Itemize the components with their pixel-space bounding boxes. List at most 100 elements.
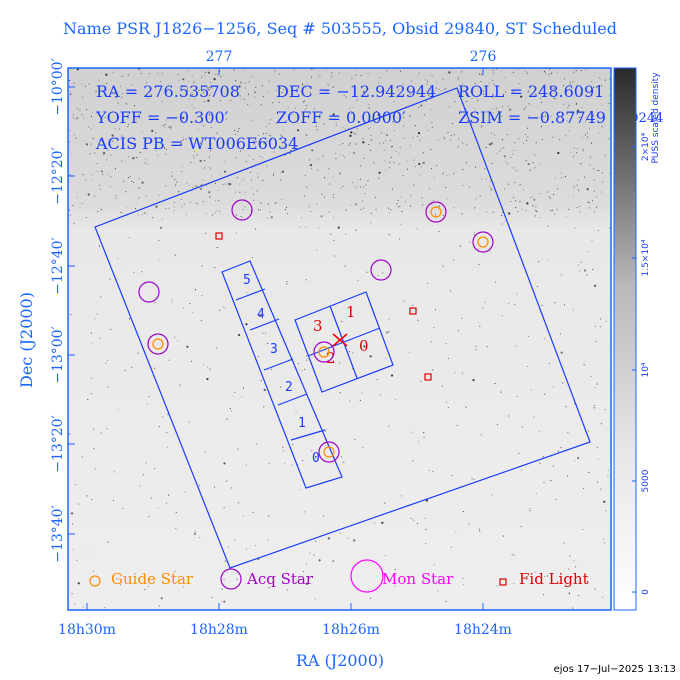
background-star — [479, 530, 481, 532]
background-star — [576, 184, 578, 186]
background-star — [119, 128, 121, 130]
background-star — [390, 209, 392, 211]
background-star — [473, 234, 475, 236]
background-star — [409, 205, 412, 207]
background-star — [85, 179, 87, 181]
background-star — [373, 162, 375, 164]
background-star — [101, 118, 103, 120]
background-star — [258, 314, 261, 317]
background-star — [318, 559, 321, 562]
background-star — [260, 380, 262, 382]
background-star — [414, 125, 416, 127]
background-star — [463, 583, 465, 586]
roll-value: ROLL = 248.6091 — [458, 82, 604, 101]
background-star — [532, 161, 534, 164]
background-star — [175, 511, 177, 513]
background-star — [411, 431, 414, 433]
background-star — [251, 256, 253, 258]
background-star — [332, 176, 334, 178]
background-star — [223, 170, 227, 173]
background-star — [181, 206, 183, 208]
background-star — [575, 566, 577, 568]
background-star — [280, 386, 282, 388]
background-star — [370, 134, 372, 136]
background-star — [554, 177, 556, 179]
background-star — [228, 143, 230, 145]
background-star — [575, 70, 577, 72]
background-star — [303, 195, 305, 197]
background-star — [246, 292, 248, 294]
background-star — [168, 359, 170, 361]
background-star — [273, 146, 275, 148]
background-star — [82, 174, 84, 176]
background-star — [146, 97, 148, 100]
background-star — [244, 82, 246, 84]
background-star — [317, 169, 319, 171]
background-star — [475, 345, 477, 347]
background-star — [129, 175, 131, 178]
background-star — [256, 443, 258, 445]
background-star — [281, 142, 283, 144]
background-star — [128, 318, 131, 320]
background-star — [391, 145, 393, 147]
background-star — [495, 95, 497, 97]
background-star — [306, 359, 308, 361]
background-star — [115, 195, 117, 197]
background-star — [544, 393, 546, 395]
background-star — [335, 124, 337, 126]
background-star — [389, 167, 391, 169]
background-star — [541, 304, 543, 307]
background-star — [441, 90, 443, 92]
background-star — [265, 126, 267, 128]
background-star — [403, 300, 405, 302]
background-star — [412, 137, 414, 139]
background-star — [601, 104, 603, 106]
background-star — [330, 76, 332, 78]
background-star — [199, 536, 201, 539]
background-star — [182, 78, 185, 81]
background-star — [560, 351, 563, 354]
background-star — [326, 428, 328, 430]
background-star — [202, 179, 204, 181]
background-star — [516, 169, 518, 172]
background-star — [78, 503, 80, 505]
background-star — [366, 271, 368, 273]
background-star — [550, 197, 552, 199]
background-star — [452, 122, 454, 125]
background-star — [71, 593, 73, 595]
chip-divider — [235, 288, 266, 301]
background-star — [121, 135, 123, 137]
background-star — [564, 176, 566, 178]
background-star — [582, 148, 584, 151]
background-star — [174, 254, 176, 256]
background-star — [586, 274, 588, 276]
background-star — [108, 143, 110, 145]
background-star — [596, 383, 598, 385]
background-star — [394, 585, 396, 587]
background-star — [296, 146, 298, 148]
background-star — [166, 446, 168, 448]
background-star — [101, 140, 103, 142]
background-star — [91, 377, 93, 379]
background-star — [131, 366, 133, 368]
background-star — [72, 117, 74, 119]
chip-label-s: 4 — [257, 307, 265, 322]
background-star — [248, 155, 250, 157]
background-star — [453, 173, 455, 175]
background-star — [341, 320, 343, 322]
background-star — [466, 162, 468, 164]
background-star — [393, 124, 395, 126]
background-star — [485, 211, 487, 213]
background-star — [609, 227, 611, 229]
background-star — [384, 169, 387, 171]
background-star — [90, 115, 93, 118]
background-star — [525, 210, 527, 212]
background-star — [111, 140, 113, 142]
background-star — [240, 216, 242, 218]
background-star — [272, 174, 275, 176]
background-star — [203, 125, 205, 127]
background-star — [478, 73, 481, 75]
background-star — [539, 216, 541, 219]
background-star — [349, 400, 351, 402]
